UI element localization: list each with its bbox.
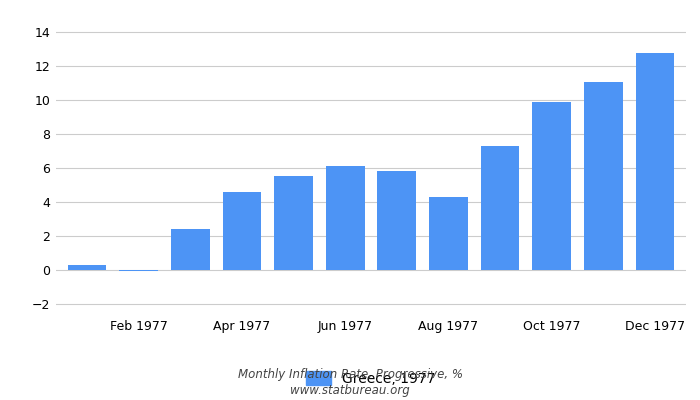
Bar: [171, 229, 209, 270]
Bar: [68, 264, 106, 270]
Bar: [326, 166, 365, 270]
Text: Monthly Inflation Rate, Progressive, %: Monthly Inflation Rate, Progressive, %: [237, 368, 463, 381]
Bar: [119, 270, 158, 271]
Bar: [223, 192, 261, 270]
Bar: [429, 197, 468, 270]
Bar: [481, 146, 519, 270]
Text: www.statbureau.org: www.statbureau.org: [290, 384, 410, 397]
Bar: [636, 53, 674, 270]
Legend: Greece, 1977: Greece, 1977: [307, 371, 435, 386]
Bar: [533, 102, 571, 270]
Bar: [377, 171, 416, 270]
Bar: [274, 176, 313, 270]
Bar: [584, 82, 623, 270]
